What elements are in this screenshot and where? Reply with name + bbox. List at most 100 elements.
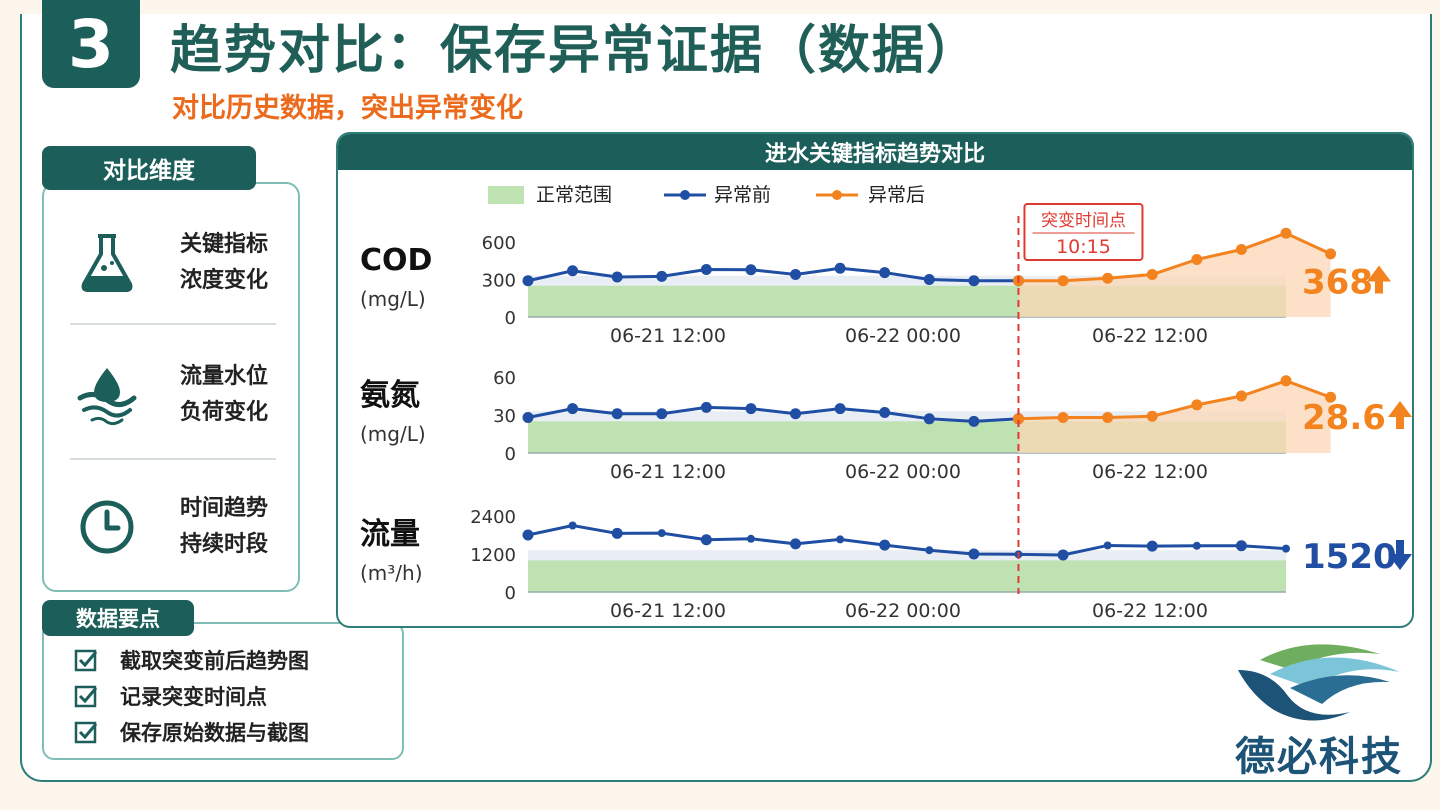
x-tick-label: 06-22 12:00 (1092, 325, 1208, 347)
data-point-flow (657, 529, 666, 538)
data-point-after (1012, 413, 1024, 425)
legend-swatch-normal (488, 186, 524, 204)
x-tick-label: 06-21 12:00 (610, 325, 726, 347)
data-point-after (1146, 269, 1158, 280)
y-tick-label: 0 (505, 308, 516, 329)
data-point-after (1235, 244, 1247, 255)
y-tick-label: 2400 (470, 507, 516, 528)
data-point-after (1191, 399, 1203, 411)
key-point-item: 截取突变前后趋势图 (74, 644, 309, 676)
data-point-flow (611, 527, 623, 539)
data-point-flow (1057, 549, 1069, 561)
data-point-flow (790, 538, 802, 550)
dimension-line2: 浓度变化 (180, 268, 269, 293)
series-line-before (527, 405, 1019, 423)
anomaly-callout-label: 突变时间点 (1041, 211, 1126, 231)
y-tick-label: 300 (482, 271, 516, 292)
data-point-flow (700, 534, 712, 546)
panel-name: 氨氮 (360, 378, 420, 413)
data-point-after (1280, 375, 1292, 387)
data-point-flow (1282, 544, 1290, 553)
x-tick-label: 06-22 00:00 (845, 600, 961, 622)
divider (70, 323, 276, 325)
legend-label: 正常范围 (536, 184, 612, 206)
data-point-before (567, 265, 579, 277)
key-point-item: 保存原始数据与截图 (74, 716, 309, 748)
legend-dot-after (832, 190, 842, 200)
clock-icon (80, 500, 134, 554)
data-point-after (1325, 391, 1337, 403)
data-point-before (879, 406, 891, 418)
x-tick-label: 06-21 12:00 (610, 461, 726, 483)
data-point-after (1191, 254, 1203, 265)
chart-title: 进水关键指标趋势对比 (338, 134, 1412, 170)
dimension-line1: 流量水位 (180, 364, 269, 389)
logo-wave-icon (1238, 644, 1400, 721)
series-line-flow (527, 523, 1287, 557)
y-tick-label: 0 (505, 583, 516, 604)
dimensions-title: 对比维度 (42, 146, 256, 190)
panel-name: COD (360, 243, 432, 278)
y-tick-label: 600 (482, 233, 516, 254)
x-tick-label: 06-22 00:00 (845, 461, 961, 483)
data-point-after (1235, 390, 1247, 402)
y-tick-label: 60 (493, 368, 516, 389)
checkbox-checked-icon (74, 721, 98, 744)
chart-panel: 正常范围 异常前 异常后 600 300 0 06-21 12:00 06-22 00:00 0… (336, 132, 1414, 628)
data-point-flow (968, 548, 980, 560)
panel-unit: (m³/h) (360, 561, 423, 585)
key-point-text: 保存原始数据与截图 (120, 721, 309, 745)
dimension-item: 流量水位 负荷变化 (44, 340, 302, 450)
series-line-before (527, 266, 1019, 283)
data-point-after (1325, 248, 1337, 260)
current-value: 28.6 (1302, 398, 1386, 438)
data-point-flow (568, 521, 577, 530)
trend-down-arrow-icon (1388, 540, 1412, 570)
dimension-line2: 持续时段 (180, 532, 269, 557)
data-point-before (611, 271, 623, 283)
x-tick-label: 06-21 12:00 (610, 600, 726, 622)
trend-up-arrow-icon (1367, 265, 1391, 294)
data-point-before (834, 262, 846, 274)
legend-label: 异常前 (714, 184, 771, 206)
data-point-flow (836, 535, 845, 544)
panel-unit: (mg/L) (360, 287, 426, 311)
data-point-before (745, 264, 757, 276)
flask-icon (81, 234, 133, 292)
normal-range-band (528, 560, 1286, 592)
anomaly-callout-time: 10:15 (1056, 236, 1111, 258)
current-value: 368 (1302, 263, 1373, 303)
data-point-after (1102, 272, 1114, 284)
dimension-line1: 时间趋势 (180, 496, 269, 521)
data-point-before (656, 408, 668, 420)
logo-text: 德必科技 (1235, 734, 1403, 780)
data-point-flow (1103, 541, 1112, 550)
checkbox-checked-icon (74, 685, 98, 708)
checkbox-checked-icon (74, 649, 98, 672)
dimension-item: 时间趋势 持续时段 (44, 472, 302, 582)
data-point-before (522, 412, 534, 424)
x-tick-label: 06-22 12:00 (1092, 461, 1208, 483)
panel-name: 流量 (360, 517, 420, 552)
data-point-before (923, 413, 935, 425)
page-subtitle: 对比历史数据，突出异常变化 (172, 93, 523, 124)
data-point-flow (1146, 540, 1158, 552)
data-point-after (1280, 227, 1292, 239)
key-points-panel (42, 622, 404, 760)
data-point-before (567, 403, 579, 415)
trend-up-arrow-icon (1388, 401, 1412, 429)
dimensions-panel: 关键指标 浓度变化 流量水位 负荷变化 时间趋势 持续时段 (42, 182, 300, 592)
x-tick-label: 06-22 00:00 (845, 325, 961, 347)
data-point-before (700, 264, 712, 275)
data-point-before (656, 270, 668, 282)
dimension-line2: 负荷变化 (180, 400, 269, 425)
y-tick-label: 30 (493, 406, 516, 427)
dimension-line1: 关键指标 (180, 232, 269, 257)
data-point-flow (1192, 541, 1201, 550)
data-point-before (968, 275, 980, 287)
data-point-flow (522, 529, 534, 541)
series-line-after (1018, 379, 1332, 421)
data-point-before (923, 274, 935, 285)
key-point-text: 记录突变时间点 (120, 685, 267, 709)
